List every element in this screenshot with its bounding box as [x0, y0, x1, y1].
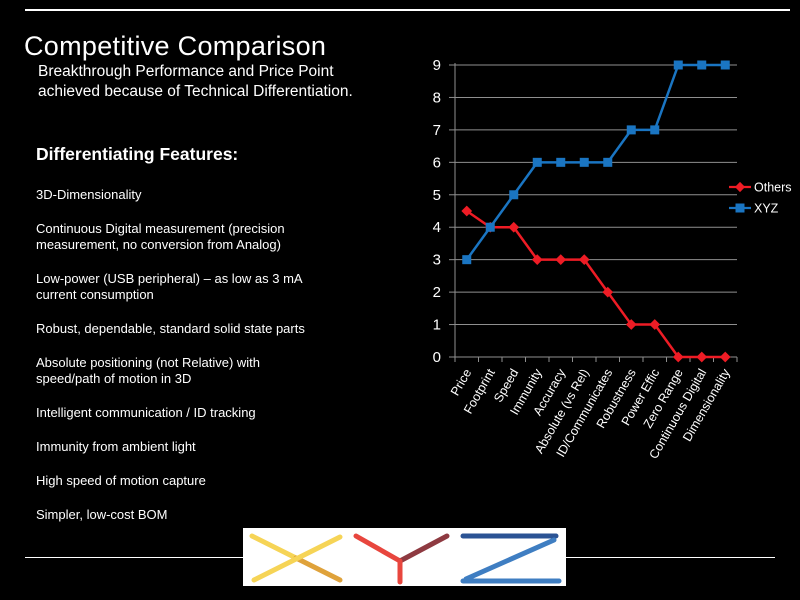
subtitle: Breakthrough Performance and Price Point… — [38, 62, 353, 102]
feature-line: High speed of motion capture — [36, 473, 206, 488]
data-point-marker — [555, 254, 567, 266]
features-heading: Differentiating Features: — [36, 144, 239, 164]
feature-item: Intelligent communication / ID tracking — [36, 405, 426, 421]
logo-letter-x — [249, 533, 343, 583]
data-point-marker — [626, 125, 636, 135]
data-point-marker — [579, 157, 589, 167]
competitive-comparison-chart: 0 1 2 3 4 5 6 7 8 9 PriceFootprintSpeedImmunityAcc… — [433, 57, 792, 462]
feature-line: Intelligent communication / ID tracking — [36, 405, 256, 420]
subtitle-line: achieved because of Technical Differenti… — [38, 83, 353, 100]
feature-line: Low-power (USB peripheral) – as low as 3… — [36, 271, 303, 286]
feature-item: 3D-Dimensionality — [36, 187, 426, 203]
legend-marker — [735, 203, 745, 213]
feature-line: current consumption — [36, 287, 154, 302]
y-axis-tick-label: 0 — [433, 349, 441, 366]
data-point-marker — [578, 254, 590, 266]
page-title: Competitive Comparison — [24, 31, 327, 62]
y-axis-tick-label: 9 — [433, 57, 441, 74]
data-point-marker — [508, 221, 520, 233]
y-axis-tick-label: 3 — [433, 252, 441, 269]
y-axis-tick-label: 5 — [433, 187, 441, 204]
data-point-marker — [672, 351, 684, 363]
y-axis-tick-label: 4 — [433, 219, 441, 236]
data-point-marker — [531, 254, 543, 266]
data-point-marker — [462, 255, 472, 265]
data-point-marker — [532, 157, 542, 167]
legend-marker — [734, 181, 746, 193]
subtitle-line: Breakthrough Performance and Price Point — [38, 63, 334, 80]
xyz-logo-art — [249, 533, 562, 585]
y-axis-tick-label: 2 — [433, 284, 441, 301]
logo-letter-y — [353, 533, 450, 585]
axes — [454, 63, 738, 362]
feature-line: measurement, no conversion from Analog) — [36, 237, 281, 252]
feature-item: Continuous Digital measurement (precisio… — [36, 221, 426, 253]
logo-letter-z — [460, 533, 562, 584]
data-point-marker — [697, 60, 707, 70]
data-point-marker — [485, 222, 495, 232]
feature-line: Robust, dependable, standard solid state… — [36, 321, 305, 336]
data-point-marker — [625, 319, 637, 330]
legend: Others XYZ — [729, 181, 792, 216]
top-divider-rule — [25, 9, 790, 11]
data-point-marker — [556, 157, 566, 167]
xyz-logo — [243, 528, 566, 586]
feature-line: Absolute positioning (not Relative) with — [36, 355, 261, 370]
feature-item: Absolute positioning (not Relative) with… — [36, 355, 426, 387]
data-point-marker — [509, 190, 519, 200]
series-others — [461, 205, 731, 363]
y-axis-tick-label: 6 — [433, 154, 441, 171]
feature-line: speed/path of motion in 3D — [36, 371, 192, 386]
features-list: Differentiating Features: 3D-Dimensional… — [36, 144, 426, 541]
feature-line: 3D-Dimensionality — [36, 187, 142, 202]
feature-item: Immunity from ambient light — [36, 439, 426, 455]
data-point-marker — [603, 157, 613, 167]
legend-label: Others — [754, 181, 792, 195]
feature-item: Simpler, low-cost BOM — [36, 507, 426, 523]
y-axis-tick-label: 7 — [433, 122, 441, 139]
data-point-marker — [720, 60, 730, 70]
data-point-marker — [649, 319, 661, 330]
feature-line: Immunity from ambient light — [36, 439, 196, 454]
data-point-marker — [673, 60, 683, 70]
data-point-marker — [719, 351, 731, 363]
series-xyz — [462, 60, 730, 265]
data-point-marker — [650, 125, 660, 135]
y-axis-tick-label: 1 — [433, 317, 441, 334]
feature-line: Simpler, low-cost BOM — [36, 507, 168, 522]
feature-item: High speed of motion capture — [36, 473, 426, 489]
feature-item: Robust, dependable, standard solid state… — [36, 321, 426, 337]
gridlines: 0 1 2 3 4 5 6 7 8 9 — [433, 57, 737, 366]
x-axis-labels: PriceFootprintSpeedImmunityAccuracyAbsol… — [448, 366, 733, 462]
y-axis-tick-label: 8 — [433, 89, 441, 106]
legend-label: XYZ — [754, 202, 779, 216]
data-point-marker — [461, 205, 473, 217]
feature-item: Low-power (USB peripheral) – as low as 3… — [36, 271, 426, 303]
feature-line: Continuous Digital measurement (precisio… — [36, 221, 285, 236]
data-point-marker — [696, 351, 708, 363]
